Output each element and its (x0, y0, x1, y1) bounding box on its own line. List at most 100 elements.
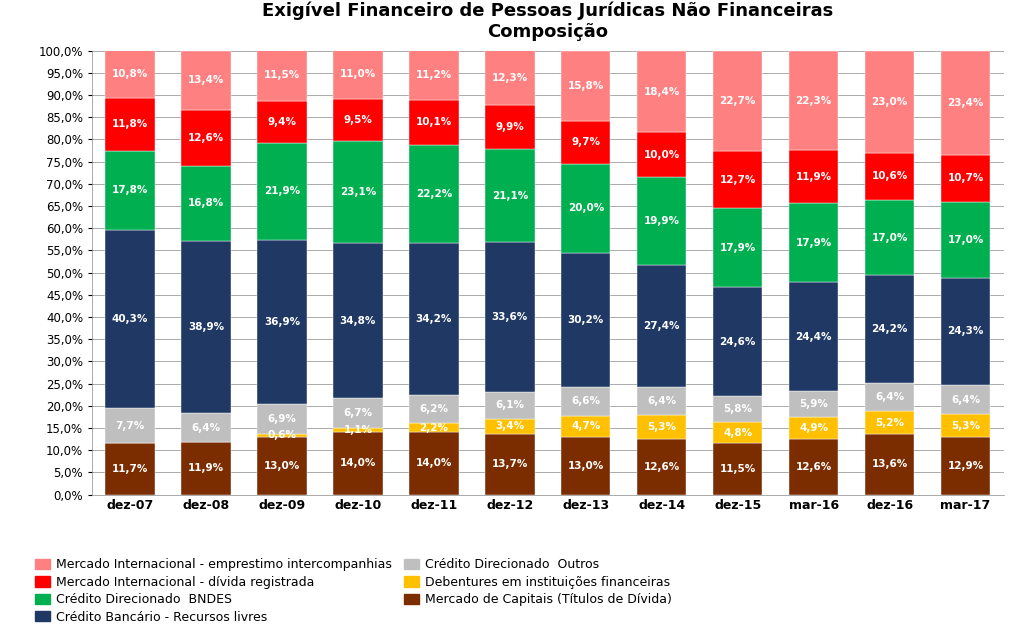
Text: 10,0%: 10,0% (644, 150, 680, 160)
Bar (410, 145, 459, 243)
Text: 5,3%: 5,3% (951, 420, 980, 430)
Bar (561, 387, 610, 416)
Text: 17,9%: 17,9% (720, 243, 756, 252)
Text: 0,6%: 0,6% (267, 430, 297, 441)
Text: 15,8%: 15,8% (567, 81, 604, 91)
Text: 9,7%: 9,7% (571, 138, 600, 147)
Text: 17,8%: 17,8% (112, 185, 148, 195)
Text: 6,4%: 6,4% (191, 422, 220, 432)
Bar (941, 155, 990, 202)
Bar (637, 265, 686, 387)
Text: 6,4%: 6,4% (876, 392, 904, 402)
Text: 17,0%: 17,0% (871, 233, 908, 243)
Text: 11,9%: 11,9% (188, 463, 224, 473)
Bar (333, 243, 383, 398)
Text: 4,7%: 4,7% (571, 422, 600, 431)
Text: 5,3%: 5,3% (647, 422, 676, 432)
Bar (713, 287, 763, 396)
Text: 11,8%: 11,8% (112, 119, 148, 129)
Bar (713, 396, 763, 422)
Bar (865, 383, 914, 411)
Bar (637, 415, 686, 439)
Bar (410, 243, 459, 395)
Text: 22,3%: 22,3% (796, 96, 831, 106)
Text: 10,7%: 10,7% (947, 173, 984, 183)
Bar (713, 152, 763, 208)
Text: 3,4%: 3,4% (496, 421, 524, 431)
Bar (181, 413, 230, 442)
Title: Exigível Financeiro de Pessoas Jurídicas Não Financeiras
Composição: Exigível Financeiro de Pessoas Jurídicas… (262, 1, 834, 41)
Text: 12,6%: 12,6% (796, 462, 831, 472)
Bar (865, 434, 914, 495)
Text: 11,9%: 11,9% (796, 172, 831, 181)
Text: 17,0%: 17,0% (947, 235, 984, 245)
Bar (713, 208, 763, 287)
Bar (865, 200, 914, 275)
Bar (105, 98, 155, 151)
Text: 6,7%: 6,7% (343, 408, 373, 418)
Text: 11,7%: 11,7% (112, 463, 148, 474)
Text: 6,4%: 6,4% (951, 394, 980, 404)
Bar (485, 418, 535, 434)
Text: 38,9%: 38,9% (188, 322, 224, 332)
Bar (561, 253, 610, 387)
Bar (333, 432, 383, 495)
Bar (485, 434, 535, 495)
Text: 6,4%: 6,4% (647, 396, 676, 406)
Text: 19,9%: 19,9% (644, 216, 680, 226)
Bar (105, 151, 155, 230)
Bar (561, 164, 610, 252)
Text: 10,1%: 10,1% (416, 117, 452, 127)
Bar (181, 442, 230, 495)
Bar (181, 110, 230, 166)
Text: 11,2%: 11,2% (416, 70, 452, 80)
Legend: Mercado Internacional - emprestimo intercompanhias, Mercado Internacional - dívi: Mercado Internacional - emprestimo inter… (35, 559, 673, 624)
Text: 24,4%: 24,4% (796, 332, 831, 342)
Text: 9,9%: 9,9% (496, 122, 524, 132)
Bar (181, 241, 230, 413)
Bar (865, 51, 914, 153)
Bar (485, 242, 535, 392)
Bar (257, 50, 307, 101)
Bar (257, 434, 307, 437)
Bar (333, 99, 383, 141)
Text: 14,0%: 14,0% (416, 458, 453, 469)
Bar (333, 398, 383, 427)
Bar (485, 392, 535, 418)
Bar (713, 444, 763, 495)
Bar (561, 121, 610, 164)
Text: 14,0%: 14,0% (340, 458, 376, 469)
Text: 11,5%: 11,5% (720, 464, 756, 474)
Bar (561, 437, 610, 495)
Bar (941, 202, 990, 278)
Text: 27,4%: 27,4% (643, 321, 680, 331)
Bar (410, 50, 459, 100)
Bar (788, 439, 839, 495)
Bar (637, 51, 686, 133)
Bar (257, 240, 307, 404)
Text: 11,0%: 11,0% (340, 69, 376, 79)
Bar (105, 230, 155, 408)
Bar (410, 432, 459, 495)
Text: 24,6%: 24,6% (720, 337, 756, 347)
Text: 6,6%: 6,6% (571, 396, 600, 406)
Bar (181, 166, 230, 241)
Text: 30,2%: 30,2% (567, 314, 604, 325)
Text: 12,3%: 12,3% (492, 72, 528, 82)
Text: 24,3%: 24,3% (947, 327, 984, 337)
Bar (105, 443, 155, 495)
Bar (637, 177, 686, 265)
Bar (257, 143, 307, 240)
Text: 23,1%: 23,1% (340, 187, 376, 197)
Text: 34,2%: 34,2% (416, 314, 453, 324)
Bar (637, 439, 686, 495)
Bar (788, 282, 839, 391)
Bar (788, 391, 839, 417)
Bar (788, 51, 839, 150)
Bar (941, 385, 990, 414)
Bar (561, 416, 610, 437)
Text: 13,0%: 13,0% (567, 461, 604, 470)
Text: 18,4%: 18,4% (643, 87, 680, 96)
Bar (485, 149, 535, 242)
Bar (105, 408, 155, 443)
